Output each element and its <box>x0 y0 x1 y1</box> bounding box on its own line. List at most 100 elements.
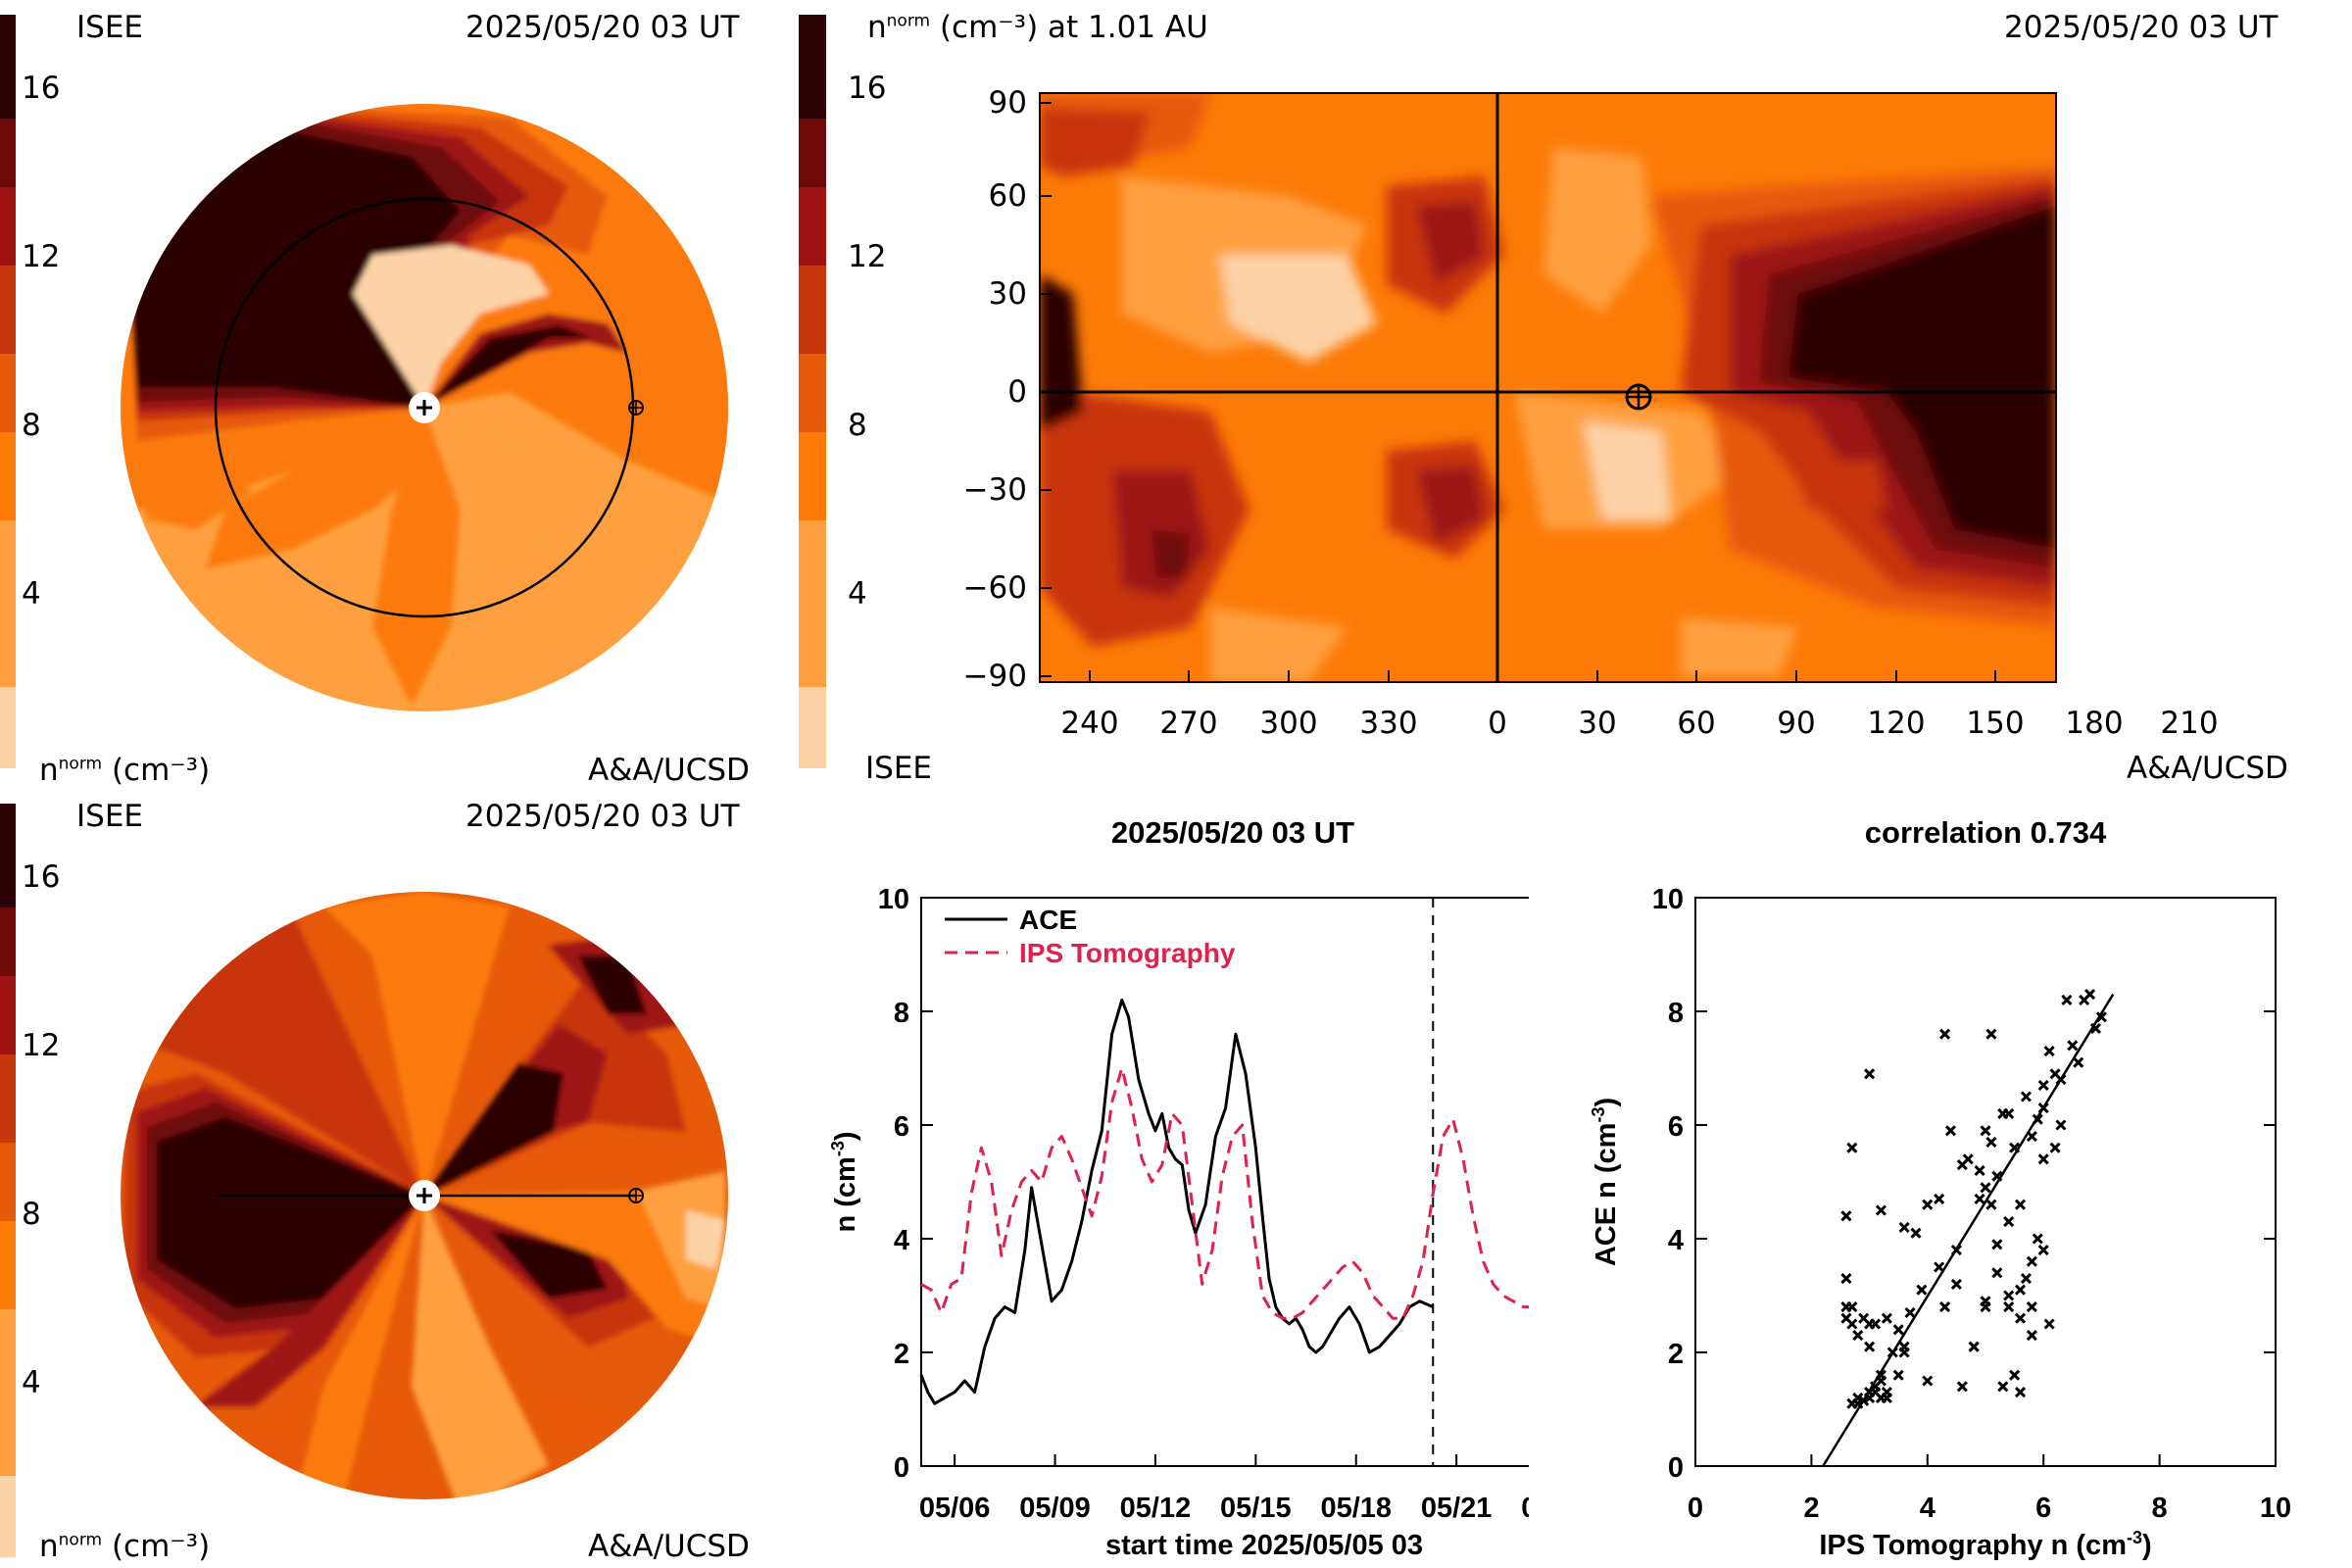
colorbar-band <box>799 432 826 520</box>
x-axis: 05/06 05/09 05/12 05/15 05/18 05/21 05/24 <box>919 1454 1529 1524</box>
scatter-point <box>1985 1136 1997 1148</box>
colorbar-tick-4: 4 <box>22 1365 41 1400</box>
colorbar <box>0 15 16 768</box>
credit-label: A&A/UCSD <box>588 1529 750 1564</box>
scatter-point <box>2037 1153 2049 1165</box>
y-tick-label: 0 <box>1007 374 1027 410</box>
x-tick-label: 180 <box>2065 706 2124 741</box>
scatter-point <box>2073 1056 2084 1068</box>
series-line-ips-tomography <box>920 1066 1529 1320</box>
x-tick-label: 2 <box>1803 1493 1819 1524</box>
scatter-point <box>2026 1330 2037 1342</box>
contour-level <box>424 1063 564 1196</box>
earth-icon <box>628 400 644 416</box>
colorbar-unit-label: nnorm (cm⁻³) <box>39 1529 210 1564</box>
x-tick-label: 150 <box>1966 706 2025 741</box>
colorbar-tick-8: 8 <box>22 408 41 443</box>
title-rest: (cm⁻³) at 1.01 AU <box>939 10 1208 45</box>
y-tick-label: 6 <box>894 1111 909 1143</box>
scatter-point <box>2037 1102 2049 1114</box>
meridional-density-panel: 16 12 8 4 ISEE 2025/05/20 03 UT nnorm (c… <box>0 799 794 1568</box>
colorbar <box>799 15 826 768</box>
y-tick-label: 8 <box>894 998 909 1029</box>
scatter-point <box>1858 1395 1870 1406</box>
x-tick-label: 210 <box>2160 706 2219 741</box>
scatter-chart: correlation 0.734 0 2 4 6 8 10 0 2 4 6 8 10 ACE n … <box>1589 815 2291 1561</box>
sun-icon <box>409 1180 440 1211</box>
earth-icon <box>628 1188 644 1203</box>
contour-level <box>1210 608 1348 682</box>
scatter-point <box>1934 1193 1945 1204</box>
x-tick-label: 120 <box>1867 706 1926 741</box>
scatter-point <box>1875 1375 1887 1387</box>
scatter-point <box>1846 1142 1858 1153</box>
scatter-point <box>2061 994 2073 1005</box>
unit-sup: norm <box>58 754 103 774</box>
plot-frame <box>1694 897 2277 1467</box>
scatter-point <box>2014 1387 2027 1398</box>
contour-level <box>424 1196 706 1406</box>
scatter-point <box>1892 1324 1904 1336</box>
title-base: n <box>867 10 887 45</box>
scatter-point <box>1864 1318 1876 1330</box>
scatter-point <box>1892 1369 1904 1381</box>
scatter-point <box>2026 1131 2037 1143</box>
colorbar-band <box>0 15 16 119</box>
colorbar-band <box>0 804 16 907</box>
plot-frame <box>920 897 1529 1467</box>
colorbar-tick-8: 8 <box>22 1197 41 1232</box>
x-axis: 0 2 4 6 8 10 <box>1688 1454 2291 1524</box>
scatter-point <box>1852 1392 1864 1403</box>
x-tick-label: 30 <box>1578 706 1617 741</box>
contour-level <box>424 325 593 408</box>
scatter-point <box>2026 1255 2037 1267</box>
scatter-point <box>2003 1301 2015 1313</box>
y-tick-label: −60 <box>962 570 1027 606</box>
chart-title: 2025/05/20 03 UT <box>1111 815 1354 850</box>
y-tick-label: 2 <box>1668 1339 1684 1370</box>
timestamp-label: 2025/05/20 03 UT <box>466 799 740 834</box>
colorbar-tick-4: 4 <box>848 576 867 612</box>
contour-level <box>1416 466 1485 544</box>
scatter-point <box>1980 1296 1991 1307</box>
map-contours <box>1040 93 2056 682</box>
contour-level <box>1681 617 1798 676</box>
scatter-point <box>1840 1273 1852 1285</box>
y-axis: 0 2 4 6 8 10 <box>1652 884 2276 1484</box>
unit-base: n <box>39 753 59 788</box>
contour-level <box>127 132 461 408</box>
contour-level <box>353 245 549 408</box>
legend-ips-label: IPS Tomography <box>1019 938 1236 968</box>
scatter-point <box>1991 1170 2003 1182</box>
scatter-point <box>2014 1312 2027 1324</box>
scatter-point <box>1881 1312 1892 1324</box>
contour-level <box>1152 529 1191 578</box>
x-tick-label: 05/15 <box>1220 1493 1292 1524</box>
scatter-point <box>1938 1028 1951 1040</box>
scatter-point <box>1864 1387 1876 1398</box>
colorbar-band <box>0 1309 16 1476</box>
y-tick-label: 10 <box>1652 884 1684 915</box>
y-tick-label: 2 <box>894 1339 909 1370</box>
x-tick-label: 05/12 <box>1120 1493 1192 1524</box>
scatter-point <box>2055 1119 2067 1131</box>
series-group <box>919 998 1529 1405</box>
contour-level <box>1544 147 1651 314</box>
scatter-point <box>1980 1125 1991 1137</box>
scatter-point <box>2014 1199 2027 1210</box>
y-axis-ticks <box>1040 102 1052 677</box>
colorbar <box>0 804 16 1557</box>
contour-level <box>1583 421 1671 519</box>
source-label: ISEE <box>865 751 932 786</box>
scatter-point <box>1904 1306 1916 1318</box>
colorbar-band <box>799 687 826 768</box>
contour-level <box>323 892 510 1196</box>
x-tick-label: 60 <box>1677 706 1716 741</box>
unit-base: n <box>39 1529 59 1564</box>
scatter-point <box>1997 1107 2009 1119</box>
unit-sup: norm <box>58 1530 103 1550</box>
contour-level <box>137 461 255 529</box>
series-line-ace <box>919 998 1434 1405</box>
contour-level <box>686 1210 725 1269</box>
scatter-point <box>1950 1245 1962 1256</box>
